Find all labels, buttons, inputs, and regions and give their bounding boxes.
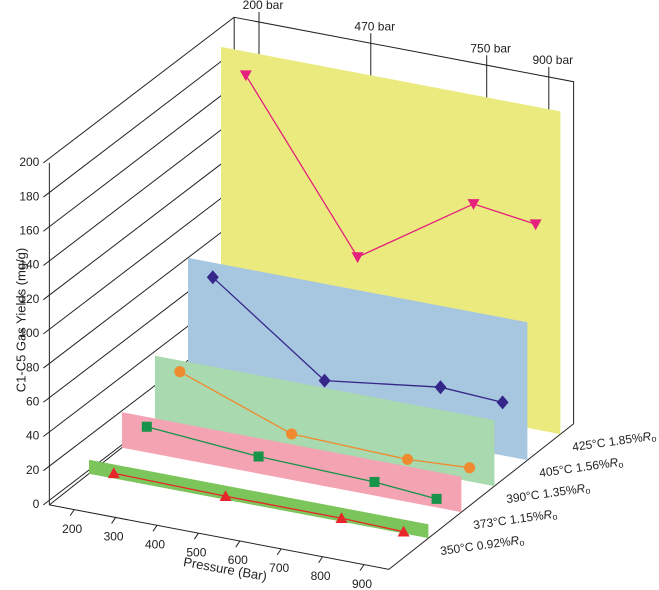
marker [464, 462, 476, 474]
marker [318, 373, 331, 388]
depth-label: 373°C 1.15%Ro [472, 507, 558, 534]
marker [174, 366, 186, 378]
marker [253, 451, 264, 462]
x-tick-label: 200 [62, 522, 82, 536]
y-tick-label: 60 [26, 394, 40, 408]
y-tick-label: 120 [19, 292, 39, 306]
series-plane [122, 412, 462, 513]
y-tick-label: 80 [26, 360, 40, 374]
series-line [113, 472, 404, 533]
depth-label: 350°C 0.92%Ro [439, 533, 525, 560]
series-line [146, 426, 437, 500]
y-tick-label: 40 [26, 429, 40, 443]
top-label: 750 bar [470, 41, 511, 55]
marker [467, 199, 480, 210]
x-tick [318, 556, 324, 564]
y-tick-label: 100 [19, 326, 39, 340]
top-label: 470 bar [354, 19, 395, 33]
grid-line [43, 51, 235, 198]
grid-line [43, 85, 235, 232]
x-tick [276, 548, 282, 556]
x-tick [111, 517, 117, 524]
marker [402, 453, 413, 465]
marker [369, 476, 380, 487]
top-label: 900 bar [532, 53, 573, 67]
y-tick-label: 20 [26, 463, 40, 477]
grid-line [43, 153, 235, 301]
y-tick-label: 140 [19, 258, 39, 272]
series-line [212, 276, 503, 404]
marker [434, 380, 447, 395]
marker [496, 395, 509, 410]
series-plane [155, 355, 495, 487]
y-axis-title: C1-C5 Gas Yields (mg/g) [13, 248, 28, 393]
depth-axis [388, 423, 574, 570]
x-tick [359, 564, 365, 571]
x-tick-label: 300 [104, 530, 124, 544]
marker [397, 525, 410, 537]
series-line [245, 74, 536, 258]
series-line [179, 371, 470, 469]
y-tick-label: 200 [19, 155, 39, 169]
grid-line [43, 187, 235, 335]
marker [351, 252, 364, 264]
x-tick-label: 600 [228, 553, 248, 567]
x-tick [152, 525, 158, 532]
marker [239, 70, 252, 82]
x-tick-label: 400 [145, 537, 165, 551]
x-tick-label: 500 [186, 545, 206, 559]
marker [529, 219, 542, 231]
grid-line [43, 16, 235, 164]
marker [431, 493, 442, 504]
x-tick [69, 509, 75, 516]
top-label: 200 bar [243, 0, 284, 12]
marker [286, 428, 298, 440]
y-tick-label: 0 [33, 497, 40, 511]
depth-label: 425°C 1.85%Ro [571, 429, 657, 456]
x-tick-label: 800 [311, 569, 331, 583]
x-tick [193, 532, 199, 540]
marker [206, 270, 219, 285]
depth-label: 405°C 1.56%Ro [538, 455, 624, 482]
marker [219, 490, 232, 502]
x-tick-label: 700 [269, 561, 289, 575]
x-tick [235, 540, 241, 548]
y-tick-label: 160 [19, 223, 39, 237]
depth-label: 390°C 1.35%Ro [505, 481, 591, 508]
x-tick-label: 900 [352, 577, 372, 590]
grid-line [43, 119, 235, 266]
marker [141, 421, 152, 432]
y-tick-label: 180 [19, 189, 39, 203]
grid-line [43, 222, 235, 369]
marker [107, 467, 120, 479]
x-axis [49, 504, 389, 570]
marker [335, 512, 348, 524]
